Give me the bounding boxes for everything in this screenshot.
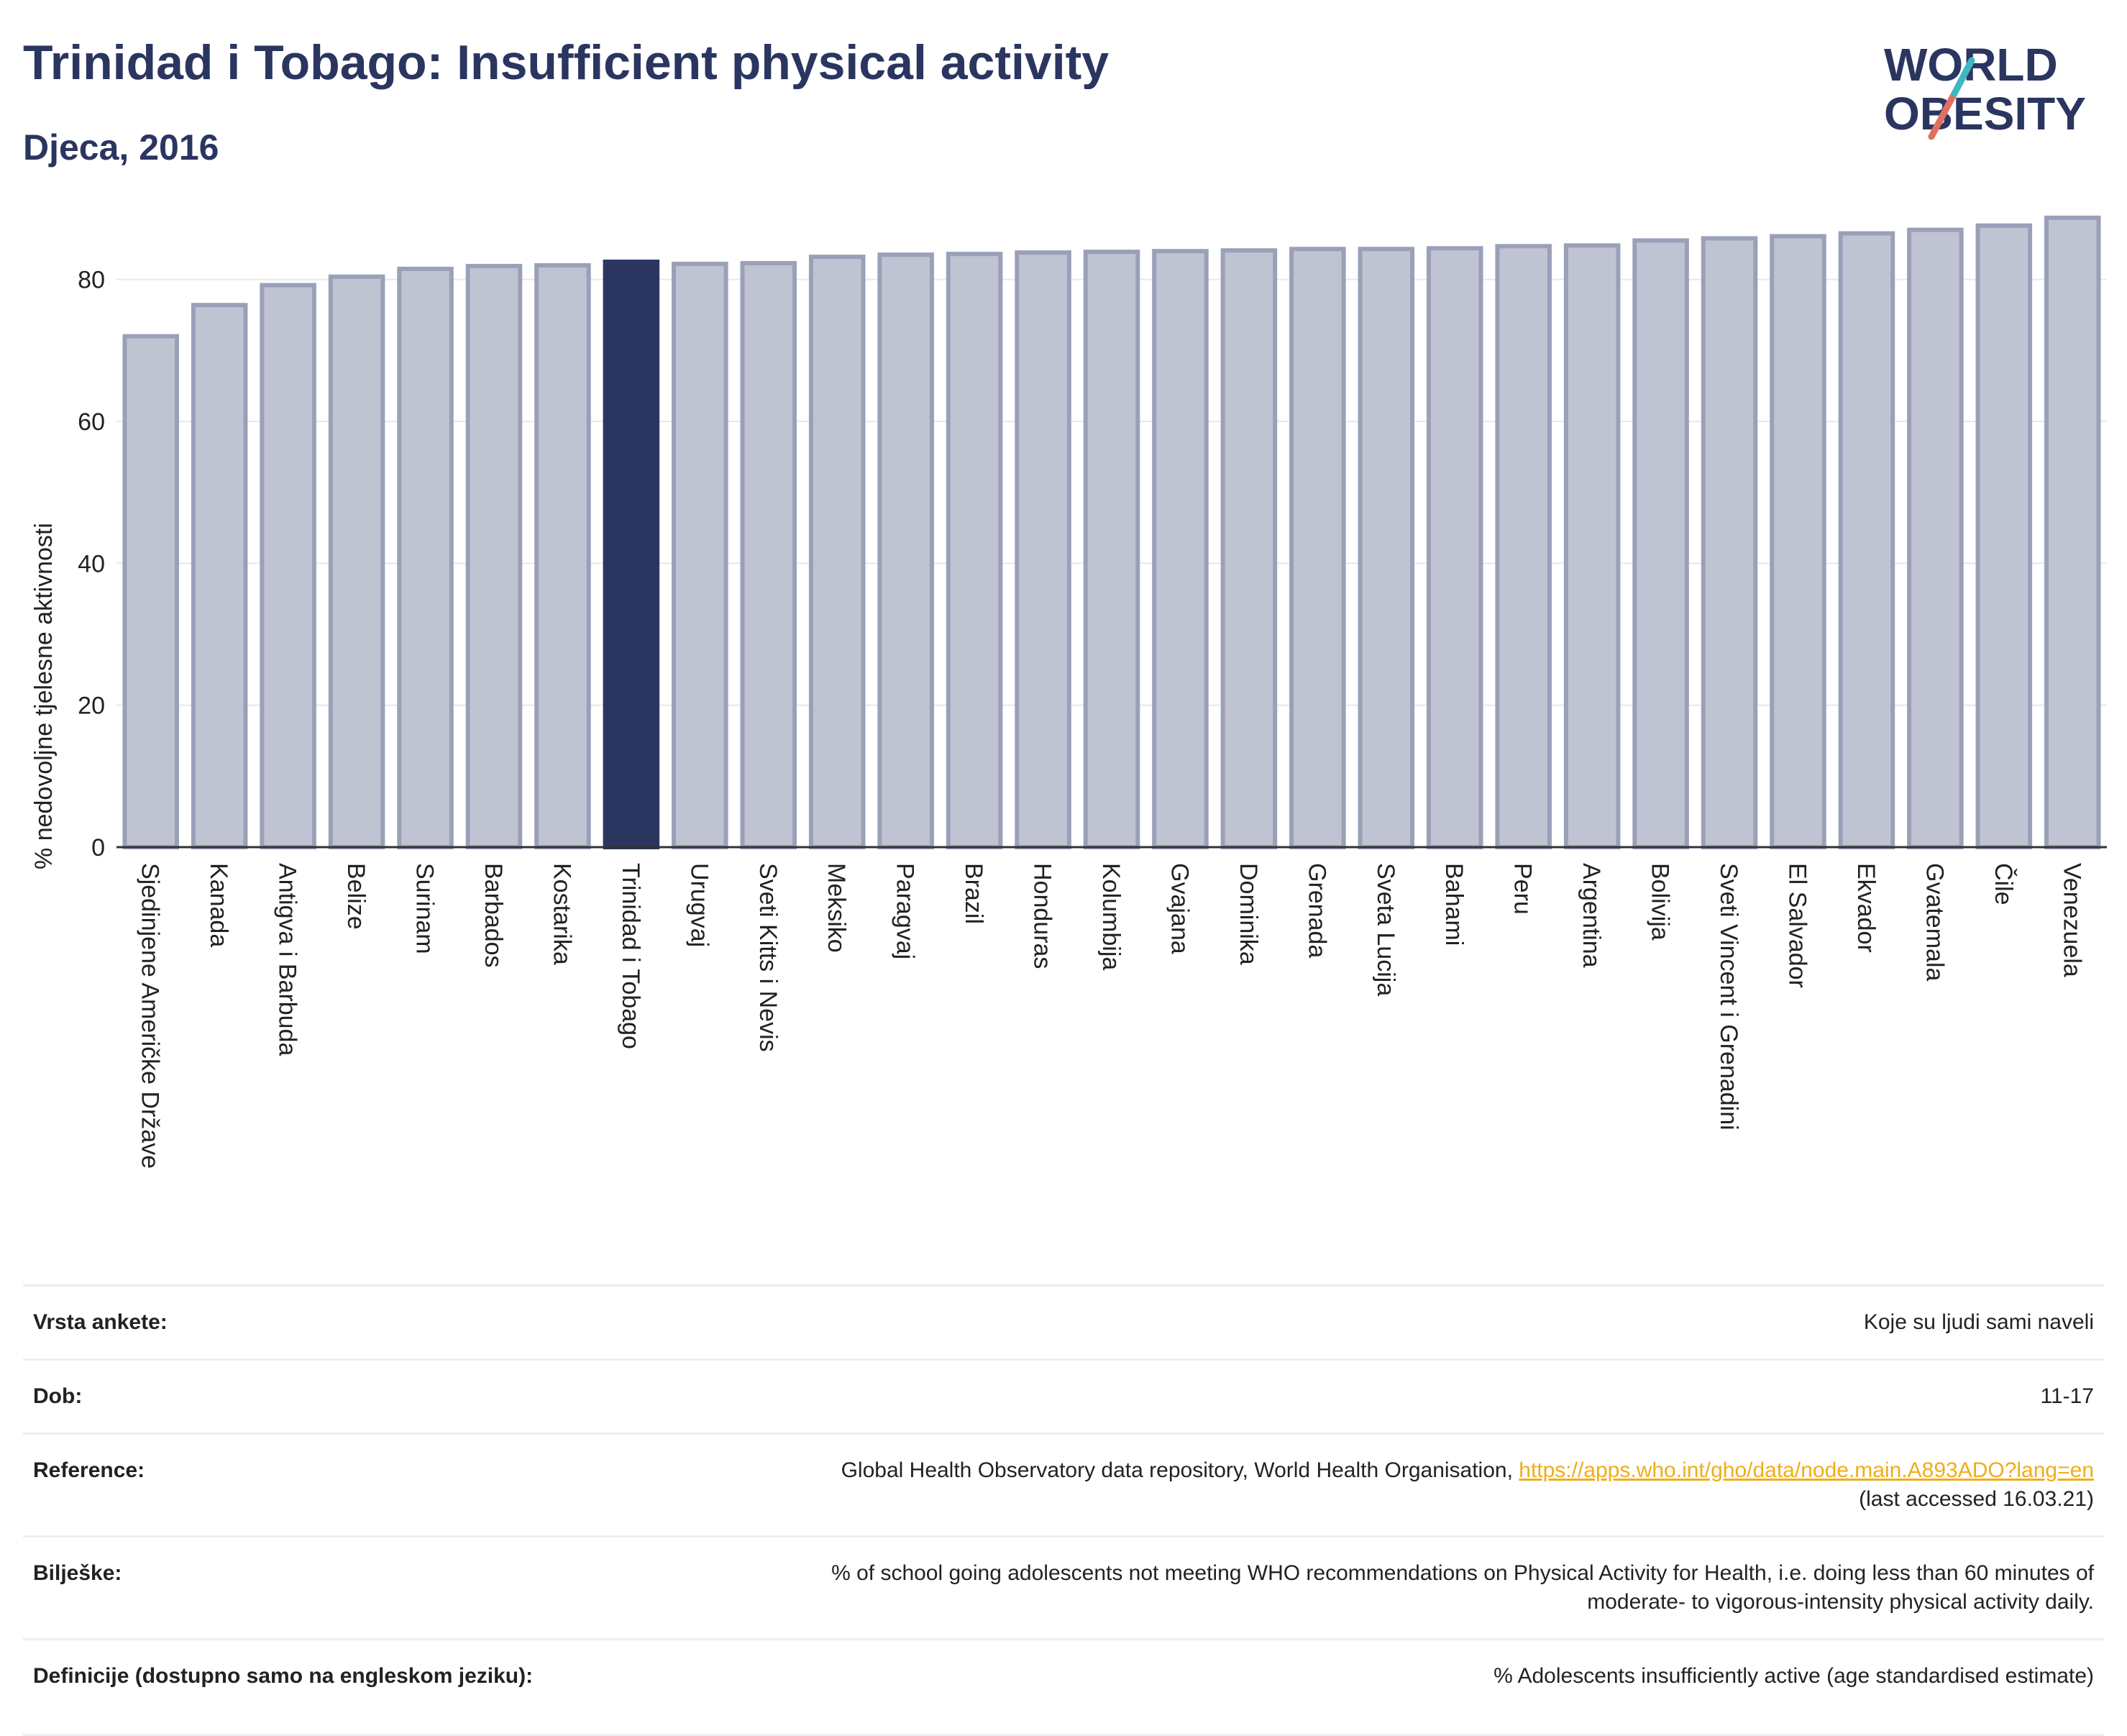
x-tick-label: Dominika <box>1235 863 1262 965</box>
logo-word-obesity: OBESITY <box>1884 88 2086 140</box>
info-row-reference: Reference: Global Health Observatory dat… <box>23 1433 2104 1535</box>
notes-line-1: % of school going adolescents not meetin… <box>831 1561 2094 1585</box>
x-tick-label: Čile <box>1990 863 2017 905</box>
bar-3 <box>328 274 385 850</box>
info-label: Definicije (dostupno samo na engleskom j… <box>33 1664 534 1688</box>
bar-22 <box>1632 238 1689 849</box>
bar-2 <box>260 283 316 849</box>
x-tick-label: Bahami <box>1440 863 1468 946</box>
notes-line-2: moderate- to vigorous-intensity physical… <box>1587 1590 2094 1614</box>
x-tick-label: Venezuela <box>2058 863 2085 977</box>
y-tick-label: 80 <box>78 267 105 294</box>
x-tick-label: Meksiko <box>823 863 850 953</box>
x-tick-label: Argentina <box>1578 863 1605 968</box>
y-tick-label: 0 <box>91 834 105 862</box>
bar-26 <box>1907 227 1964 850</box>
info-row-survey-type: Vrsta ankete: Koje su ljudi sami naveli <box>23 1284 2104 1358</box>
info-value: 11-17 <box>2040 1384 2094 1408</box>
x-tick-label: Kanada <box>205 863 232 947</box>
bar-19 <box>1426 246 1483 849</box>
bar-7 <box>603 260 660 849</box>
page-subtitle: Djeca, 2016 <box>23 127 219 168</box>
x-tick-label: Bolivija <box>1647 863 1674 941</box>
bar-5 <box>465 263 523 850</box>
bar-28 <box>2044 215 2101 850</box>
x-tick-label: Surinam <box>411 863 439 954</box>
info-value: % of school going adolescents not meetin… <box>23 1538 2104 1638</box>
logo-slash-red <box>1928 90 1958 140</box>
bars <box>122 215 2101 850</box>
x-tick-label: Belize <box>342 863 370 930</box>
x-tick-label: Paragvaj <box>892 863 919 959</box>
world-obesity-logo: WORLD OBESITY <box>1884 39 2086 140</box>
reference-accessed: (last accessed 16.03.21) <box>1859 1487 2094 1511</box>
x-tick-label: Sjedinjene Američke Države <box>137 863 164 1169</box>
bar-4 <box>397 266 454 850</box>
page-title: Trinidad i Tobago: Insufficient physical… <box>23 35 1110 90</box>
y-tick-label: 60 <box>78 408 105 436</box>
x-tick-label: Honduras <box>1029 863 1056 969</box>
x-tick-label: Antigva i Barbuda <box>274 863 301 1056</box>
bar-chart: 0 20 40 60 80 Sjedinjene Američke Države Kanad… <box>30 215 2107 1169</box>
reference-text: Global Health Observatory data repositor… <box>841 1458 1519 1482</box>
bar-13 <box>1015 250 1071 849</box>
y-axis-label: % nedovoljne tjelesne aktivnosti <box>30 523 58 869</box>
x-tick-label: Trinidad i Tobago <box>617 863 644 1049</box>
x-tick-label: Brazil <box>960 863 987 924</box>
bar-9 <box>740 260 797 850</box>
info-row-notes: Bilješke: % of school going adolescents … <box>23 1535 2104 1638</box>
x-tick-label: Sveti Kitts i Nevis <box>754 863 782 1052</box>
x-tick-label: Sveti Vincent i Grenadini <box>1715 863 1742 1130</box>
x-tick-label: Sveta Lucija <box>1372 863 1399 996</box>
info-label: Reference: <box>33 1458 145 1482</box>
bar-25 <box>1838 231 1895 850</box>
bar-16 <box>1220 248 1278 850</box>
y-tick-label: 40 <box>78 550 105 577</box>
bar-21 <box>1563 243 1621 850</box>
info-value: Global Health Observatory data repositor… <box>23 1435 2104 1535</box>
info-label: Bilješke: <box>33 1561 122 1585</box>
info-value: % Adolescents insufficiently active (age… <box>1494 1664 2094 1688</box>
x-tick-label: Peru <box>1509 863 1537 915</box>
x-tick-label: Barbados <box>480 863 507 968</box>
axes: 0 20 40 60 80 Sjedinjene Američke Države Kanad… <box>78 267 2107 1169</box>
info-value: Koje su ljudi sami naveli <box>1863 1310 2094 1334</box>
info-row-age: Dob: 11-17 <box>23 1358 2104 1433</box>
x-tick-label: Kostarika <box>548 863 575 965</box>
bar-23 <box>1701 236 1758 849</box>
x-tick-label: El Salvador <box>1783 863 1811 988</box>
bar-0 <box>122 334 179 850</box>
x-tick-label: Urugvaj <box>685 863 713 947</box>
bar-11 <box>877 252 934 849</box>
x-tick-label: Kolumbija <box>1097 863 1125 970</box>
bar-10 <box>808 255 866 850</box>
bar-6 <box>534 262 591 849</box>
x-tick-label: Gvajana <box>1166 863 1193 954</box>
y-tick-label: 20 <box>78 693 105 720</box>
x-tick-label: Ekvador <box>1852 863 1880 953</box>
reference-link[interactable]: https://apps.who.int/gho/data/node.main.… <box>1519 1458 2094 1482</box>
bar-1 <box>191 303 248 850</box>
bar-18 <box>1358 247 1415 850</box>
x-tick-label: Gvatemala <box>1921 863 1948 981</box>
bar-27 <box>1975 223 2033 850</box>
bar-20 <box>1495 244 1552 849</box>
bar-14 <box>1083 250 1140 850</box>
info-label: Dob: <box>33 1384 83 1408</box>
bar-17 <box>1289 247 1346 850</box>
info-table: Vrsta ankete: Koje su ljudi sami naveli … <box>23 1284 2104 1736</box>
bar-15 <box>1152 249 1209 849</box>
info-row-definitions: Definicije (dostupno samo na engleskom j… <box>23 1638 2104 1736</box>
logo-slash-teal <box>1951 57 1975 97</box>
bar-12 <box>946 252 1003 849</box>
x-tick-label: Grenada <box>1303 863 1330 958</box>
info-label: Vrsta ankete: <box>33 1310 168 1334</box>
bar-24 <box>1770 234 1826 850</box>
bar-8 <box>672 261 728 849</box>
